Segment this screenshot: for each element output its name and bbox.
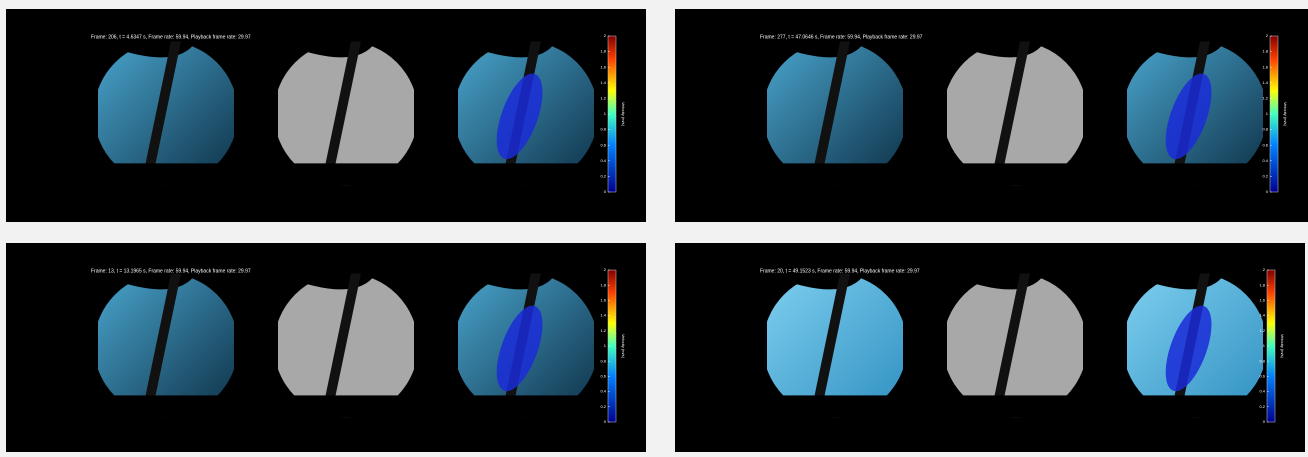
colorbar-label: Velocity (m/s) <box>621 102 626 127</box>
colorbar-tick-label: 0.8 <box>600 358 606 363</box>
colorbar-tick-label: 1.6 <box>1259 297 1265 302</box>
colorbar-tick-label: 1 <box>1266 111 1269 116</box>
image <box>94 41 238 193</box>
colorbar-tick-label: 0.2 <box>600 173 606 178</box>
panel: Frame: 277, t = 47.0646 s, Frame rate: 5… <box>675 9 1308 222</box>
colorbar-tick-label: 0.2 <box>600 404 606 409</box>
colorbar-tick-label: 1.2 <box>600 328 606 333</box>
colorbar-tick-label: 1.8 <box>1259 282 1265 287</box>
colorbar-tick-label: 1 <box>1263 343 1266 348</box>
base <box>276 395 416 425</box>
image <box>94 273 238 425</box>
panel-canvas: Frame: 277, t = 47.0646 s, Frame rate: 5… <box>675 9 1308 222</box>
base <box>276 163 416 193</box>
base <box>765 163 905 193</box>
image <box>454 41 598 193</box>
colorbar-tick-label: 1.2 <box>1259 328 1265 333</box>
base <box>1125 163 1265 193</box>
colorbar-tick-label: 0.4 <box>600 158 606 163</box>
image <box>274 41 418 193</box>
colorbar-tick-label: 0.8 <box>600 127 606 132</box>
colorbar-tick-label: 1.4 <box>600 80 606 85</box>
panel-canvas: Frame: 20, t = 49.1523 s, Frame rate: 59… <box>675 243 1305 452</box>
panel: Frame: 206, t = 4.6347 s, Frame rate: 59… <box>6 9 646 222</box>
colorbar-tick-label: 1.6 <box>600 64 606 69</box>
image <box>943 273 1087 425</box>
colorbar-tick-label: 2 <box>604 33 607 38</box>
colorbar-tick-label: 0.4 <box>600 389 606 394</box>
colorbar-tick-label: 0.6 <box>600 373 606 378</box>
base <box>945 163 1085 193</box>
panel-canvas: Frame: 13, t = 13.1965 s, Frame rate: 59… <box>6 243 646 452</box>
image <box>454 273 598 425</box>
base <box>945 395 1085 425</box>
base <box>765 395 905 425</box>
frame-info: Frame: 206, t = 4.6347 s, Frame rate: 59… <box>91 34 251 40</box>
colorbar-tick-label: 0 <box>604 419 607 424</box>
colorbar-tick-label: 0.2 <box>1262 173 1268 178</box>
colorbar-tick-label: 0.6 <box>1262 142 1268 147</box>
image <box>1123 273 1267 425</box>
colorbar-tick-label: 1.6 <box>600 297 606 302</box>
base <box>456 163 596 193</box>
colorbar-tick-label: 1.4 <box>1262 80 1268 85</box>
base <box>1125 395 1265 425</box>
colorbar-label: Velocity (m/s) <box>621 334 626 359</box>
colorbar-tick-label: 2 <box>1263 267 1266 272</box>
colorbar-tick-label: 1.2 <box>600 95 606 100</box>
colorbar-tick-label: 1.8 <box>600 49 606 54</box>
colorbar-tick-label: 0 <box>604 189 607 194</box>
colorbar-tick-label: 1.2 <box>1262 95 1268 100</box>
panel: Frame: 20, t = 49.1523 s, Frame rate: 59… <box>675 243 1305 452</box>
colorbar-label: Velocity (m/s) <box>1283 102 1288 127</box>
image <box>274 273 418 425</box>
colorbar-label: Velocity (m/s) <box>1280 334 1285 359</box>
colorbar-tick-label: 1 <box>604 343 607 348</box>
figure: {"panels": [ {"frame_text": "Frame: 206,… <box>0 0 1308 454</box>
colorbar-tick-label: 0 <box>1266 189 1269 194</box>
colorbar-tick-label: 0.6 <box>600 142 606 147</box>
colorbar-tick-label: 1.8 <box>600 282 606 287</box>
colorbar-tick-label: 1.6 <box>1262 64 1268 69</box>
base <box>96 163 236 193</box>
base <box>456 395 596 425</box>
colorbar-tick-label: 1.4 <box>600 313 606 318</box>
panel: Frame: 13, t = 13.1965 s, Frame rate: 59… <box>6 243 646 452</box>
colorbar-tick-label: 0 <box>1263 419 1266 424</box>
colorbar-tick-label: 1 <box>604 111 607 116</box>
colorbar-tick-label: 2 <box>1266 33 1269 38</box>
panel-canvas: Frame: 206, t = 4.6347 s, Frame rate: 59… <box>6 9 646 222</box>
colorbar-tick-label: 0.8 <box>1259 358 1265 363</box>
image <box>763 41 907 193</box>
colorbar-tick-label: 0.4 <box>1262 158 1268 163</box>
colorbar-tick-label: 0.4 <box>1259 389 1265 394</box>
colorbar-tick-label: 0.8 <box>1262 127 1268 132</box>
colorbar-tick-label: 1.8 <box>1262 49 1268 54</box>
colorbar-tick-label: 0.2 <box>1259 404 1265 409</box>
colorbar-tick-label: 2 <box>604 267 607 272</box>
image <box>763 273 907 425</box>
colorbar-tick-label: 0.6 <box>1259 373 1265 378</box>
colorbar-tick-label: 1.4 <box>1259 313 1265 318</box>
image <box>943 41 1087 193</box>
image <box>1123 41 1267 193</box>
base <box>96 395 236 425</box>
frame-info: Frame: 277, t = 47.0646 s, Frame rate: 5… <box>760 34 923 40</box>
